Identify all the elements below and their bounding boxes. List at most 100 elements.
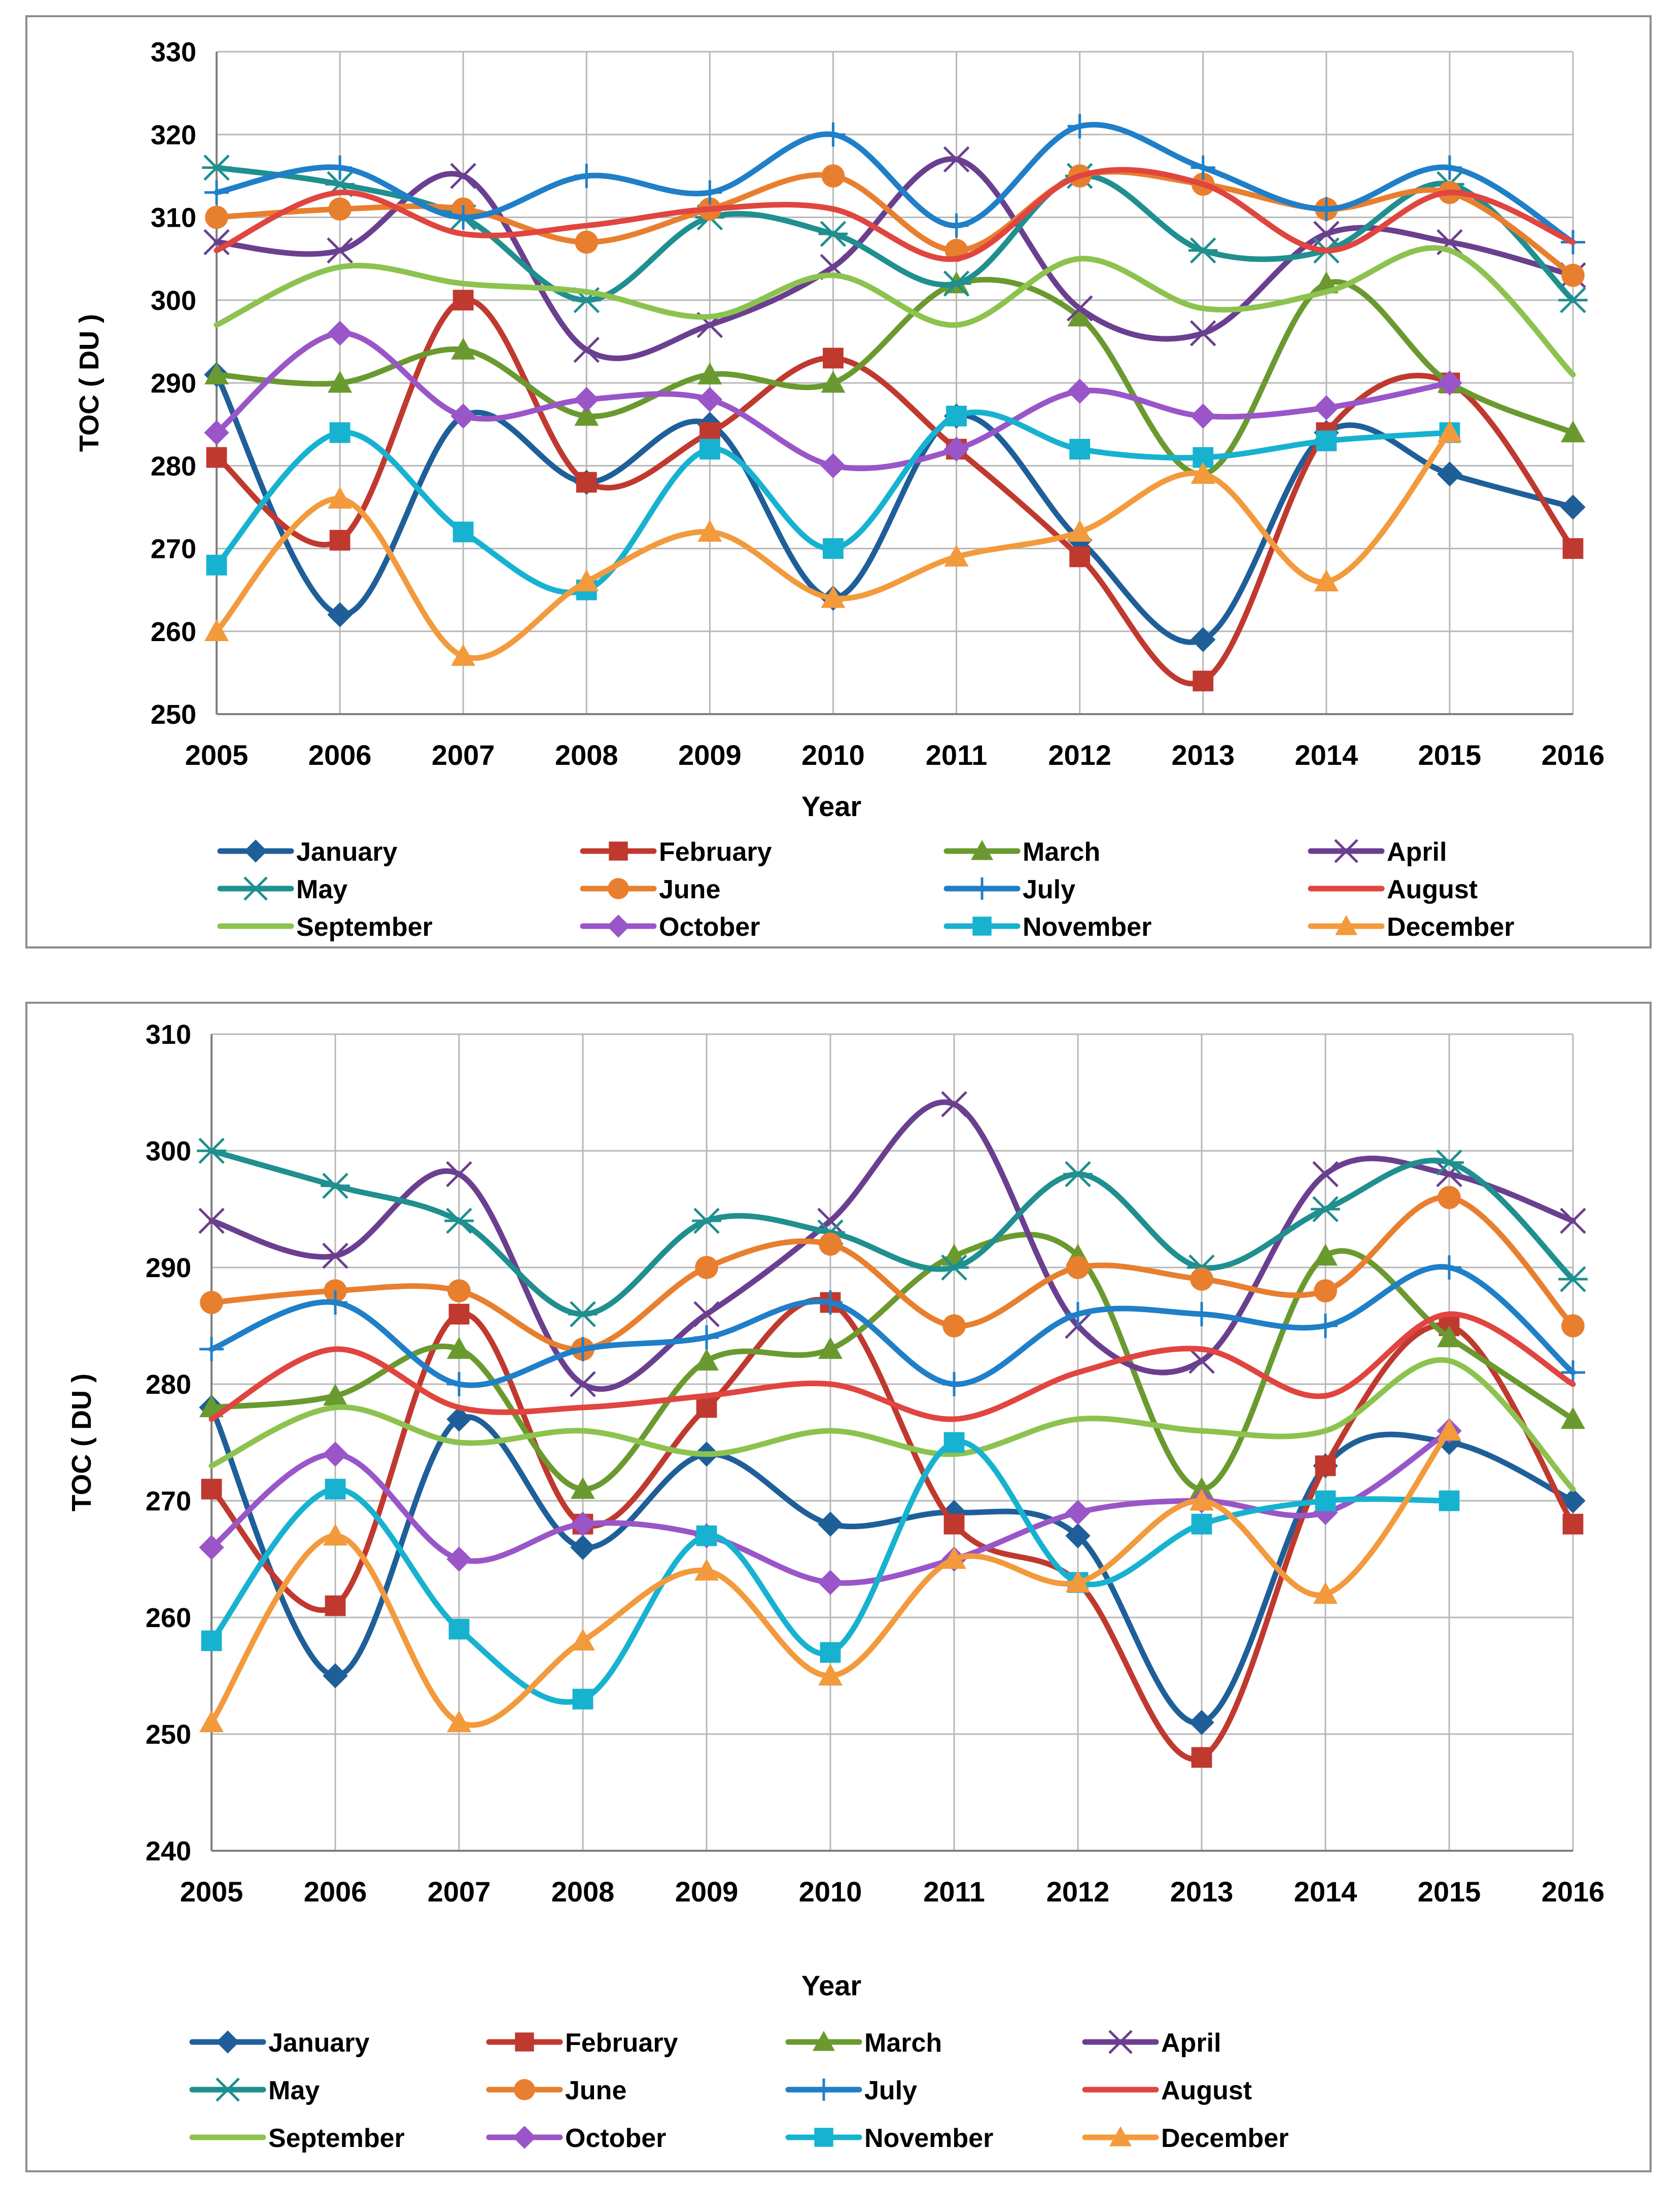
data-point-january [1065, 1523, 1091, 1548]
y-axis-title: TOC ( DU ) [66, 1373, 97, 1511]
data-point-october [943, 436, 969, 462]
data-point-june [942, 1314, 966, 1337]
data-point-october [323, 1441, 348, 1467]
y-axis-title: TOC ( DU ) [74, 314, 104, 452]
legend-label: December [1161, 2124, 1288, 2153]
data-point-december [944, 544, 969, 567]
legend-item-may: May [217, 875, 347, 904]
series-line-july [208, 1264, 1576, 1388]
series-august [208, 1311, 1576, 1422]
x-tick-label: 2016 [1542, 739, 1605, 771]
legend-item-march: March [943, 837, 1100, 867]
legend-item-august: August [1308, 875, 1478, 904]
legend-marker [214, 2077, 241, 2102]
y-tick-label: 300 [146, 1136, 191, 1167]
gridlines [216, 51, 1574, 715]
data-point-january [446, 1406, 472, 1432]
data-point-june [205, 205, 228, 229]
data-point-march [1189, 1477, 1214, 1499]
data-point-may [321, 1173, 350, 1199]
data-point-december [447, 1710, 471, 1733]
data-point-june [328, 197, 352, 221]
legend-marker [814, 2128, 833, 2147]
legend-marker [813, 2031, 835, 2051]
legend-label: June [659, 875, 720, 904]
data-point-december [328, 486, 353, 509]
series-september [214, 245, 1576, 378]
legend-item-july: July [943, 875, 1075, 904]
data-point-april [450, 163, 476, 189]
series-july [199, 1255, 1585, 1396]
data-point-april [322, 1243, 348, 1269]
legend-label: December [1387, 912, 1514, 942]
data-point-june [575, 230, 599, 254]
y-tick-label: 310 [151, 203, 196, 233]
legend-label: November [1023, 912, 1151, 942]
legend-marker [515, 2032, 534, 2052]
legend-marker [1335, 915, 1357, 935]
data-point-july [1313, 1314, 1338, 1338]
data-point-october [570, 1511, 596, 1537]
legend-item-february: February [580, 837, 772, 867]
chart-panel-top: 250 260 270 280 290 300 310 320 330 2005 2006 2007 2… [25, 15, 1652, 948]
data-point-february [1193, 671, 1214, 692]
data-point-july [571, 1337, 595, 1361]
data-point-october [327, 321, 353, 346]
data-point-march [1561, 1407, 1585, 1429]
x-tick-label: 2012 [1046, 1876, 1110, 1908]
legend-marker [242, 876, 269, 901]
data-point-may [1434, 1149, 1464, 1176]
data-point-may [941, 270, 971, 297]
legend-label: April [1161, 2028, 1221, 2058]
legend-label: July [864, 2076, 917, 2105]
data-point-march [571, 1477, 595, 1499]
data-point-march [1437, 1325, 1461, 1348]
legend-marker [244, 839, 267, 863]
data-point-july [204, 180, 229, 205]
data-point-april [1560, 1208, 1586, 1234]
data-point-november [452, 521, 474, 543]
data-point-march [694, 1349, 719, 1371]
y-tick-label: 320 [151, 120, 196, 150]
legend-marker [1109, 2126, 1132, 2146]
series-line-october [214, 330, 1453, 471]
x-tick-label: 2007 [432, 739, 495, 771]
data-point-june [1438, 1186, 1461, 1209]
data-point-october [1067, 378, 1093, 404]
x-tick-label: 2013 [1170, 1876, 1234, 1908]
data-point-march [451, 337, 476, 360]
data-point-february [823, 347, 844, 369]
data-point-march [821, 371, 846, 393]
legend-marker [1334, 839, 1358, 863]
y-tick-label: 280 [151, 451, 196, 481]
series-line-october [208, 1428, 1452, 1586]
data-point-october [820, 453, 846, 478]
data-point-may [202, 154, 231, 181]
data-point-june [1314, 1279, 1337, 1302]
data-point-july [1066, 1302, 1090, 1326]
legend-label: August [1387, 875, 1478, 904]
legend-label: October [565, 2124, 666, 2153]
y-tick-label: 260 [146, 1603, 191, 1633]
legend-item-february: February [486, 2028, 678, 2058]
data-point-november [1316, 430, 1337, 451]
data-point-december [1191, 462, 1215, 484]
data-point-december [1189, 1489, 1214, 1511]
data-point-april [1066, 295, 1093, 322]
data-point-may [1063, 1161, 1093, 1187]
data-point-july [1437, 1255, 1461, 1280]
data-point-june [819, 1232, 842, 1256]
series-line-september [214, 245, 1576, 378]
legend-item-july: July [785, 2076, 917, 2105]
data-point-june [1066, 1256, 1090, 1279]
data-point-february [329, 530, 351, 551]
legend-label: March [864, 2028, 942, 2058]
data-point-december [574, 569, 599, 591]
data-point-may [1188, 237, 1218, 264]
data-point-july [944, 213, 969, 238]
series-october [204, 321, 1462, 478]
data-point-january [323, 1663, 348, 1688]
data-point-march [1067, 304, 1092, 327]
data-point-july [1437, 155, 1462, 180]
data-point-january [1560, 495, 1586, 520]
